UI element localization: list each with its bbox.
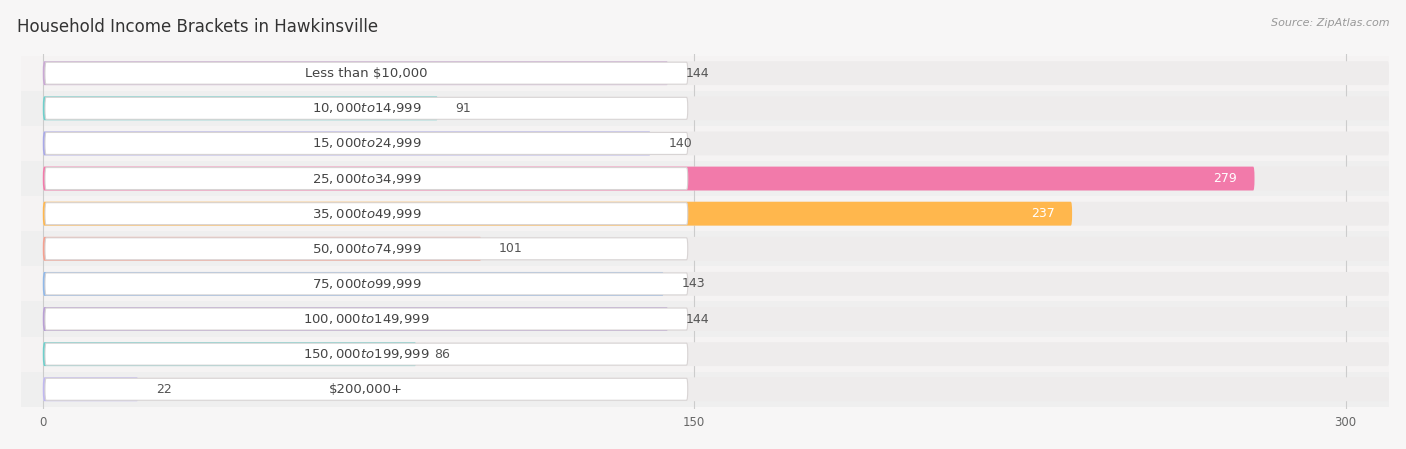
FancyBboxPatch shape <box>42 97 439 120</box>
FancyBboxPatch shape <box>42 167 1389 190</box>
FancyBboxPatch shape <box>45 97 688 119</box>
Text: $35,000 to $49,999: $35,000 to $49,999 <box>312 207 422 220</box>
FancyBboxPatch shape <box>42 272 1389 296</box>
Text: Source: ZipAtlas.com: Source: ZipAtlas.com <box>1271 18 1389 28</box>
Text: 86: 86 <box>433 348 450 361</box>
FancyBboxPatch shape <box>42 307 1389 331</box>
Text: $150,000 to $199,999: $150,000 to $199,999 <box>304 347 430 361</box>
FancyBboxPatch shape <box>21 337 1389 372</box>
FancyBboxPatch shape <box>21 301 1389 337</box>
FancyBboxPatch shape <box>21 126 1389 161</box>
Text: Less than $10,000: Less than $10,000 <box>305 67 427 79</box>
FancyBboxPatch shape <box>42 132 1389 155</box>
FancyBboxPatch shape <box>45 379 688 400</box>
Text: 143: 143 <box>682 277 704 291</box>
FancyBboxPatch shape <box>42 342 416 366</box>
FancyBboxPatch shape <box>42 132 651 155</box>
Text: 144: 144 <box>686 67 709 79</box>
Text: 237: 237 <box>1031 207 1054 220</box>
FancyBboxPatch shape <box>45 62 688 84</box>
FancyBboxPatch shape <box>42 61 668 85</box>
Text: $50,000 to $74,999: $50,000 to $74,999 <box>312 242 422 256</box>
FancyBboxPatch shape <box>45 343 688 365</box>
FancyBboxPatch shape <box>42 237 1389 261</box>
Text: $25,000 to $34,999: $25,000 to $34,999 <box>312 172 422 185</box>
FancyBboxPatch shape <box>45 132 688 154</box>
FancyBboxPatch shape <box>42 202 1389 225</box>
FancyBboxPatch shape <box>45 308 688 330</box>
FancyBboxPatch shape <box>21 372 1389 407</box>
FancyBboxPatch shape <box>21 196 1389 231</box>
Text: 140: 140 <box>668 137 692 150</box>
FancyBboxPatch shape <box>42 202 1073 225</box>
FancyBboxPatch shape <box>42 272 664 296</box>
FancyBboxPatch shape <box>21 56 1389 91</box>
FancyBboxPatch shape <box>42 377 138 401</box>
FancyBboxPatch shape <box>42 97 1389 120</box>
Text: 279: 279 <box>1213 172 1237 185</box>
FancyBboxPatch shape <box>45 167 688 189</box>
Text: Household Income Brackets in Hawkinsville: Household Income Brackets in Hawkinsvill… <box>17 18 378 36</box>
FancyBboxPatch shape <box>45 273 688 295</box>
Text: 144: 144 <box>686 313 709 326</box>
Text: $10,000 to $14,999: $10,000 to $14,999 <box>312 101 422 115</box>
FancyBboxPatch shape <box>21 266 1389 301</box>
Text: 91: 91 <box>456 102 471 115</box>
Text: $75,000 to $99,999: $75,000 to $99,999 <box>312 277 422 291</box>
FancyBboxPatch shape <box>21 91 1389 126</box>
FancyBboxPatch shape <box>42 342 1389 366</box>
FancyBboxPatch shape <box>42 307 668 331</box>
FancyBboxPatch shape <box>45 202 688 224</box>
FancyBboxPatch shape <box>42 61 1389 85</box>
FancyBboxPatch shape <box>45 238 688 260</box>
Text: $200,000+: $200,000+ <box>329 383 404 396</box>
FancyBboxPatch shape <box>21 231 1389 266</box>
FancyBboxPatch shape <box>42 377 1389 401</box>
FancyBboxPatch shape <box>42 237 481 261</box>
FancyBboxPatch shape <box>42 167 1254 190</box>
Text: 22: 22 <box>156 383 172 396</box>
Text: $100,000 to $149,999: $100,000 to $149,999 <box>304 312 430 326</box>
Text: 101: 101 <box>499 242 523 255</box>
Text: $15,000 to $24,999: $15,000 to $24,999 <box>312 136 422 150</box>
FancyBboxPatch shape <box>21 161 1389 196</box>
